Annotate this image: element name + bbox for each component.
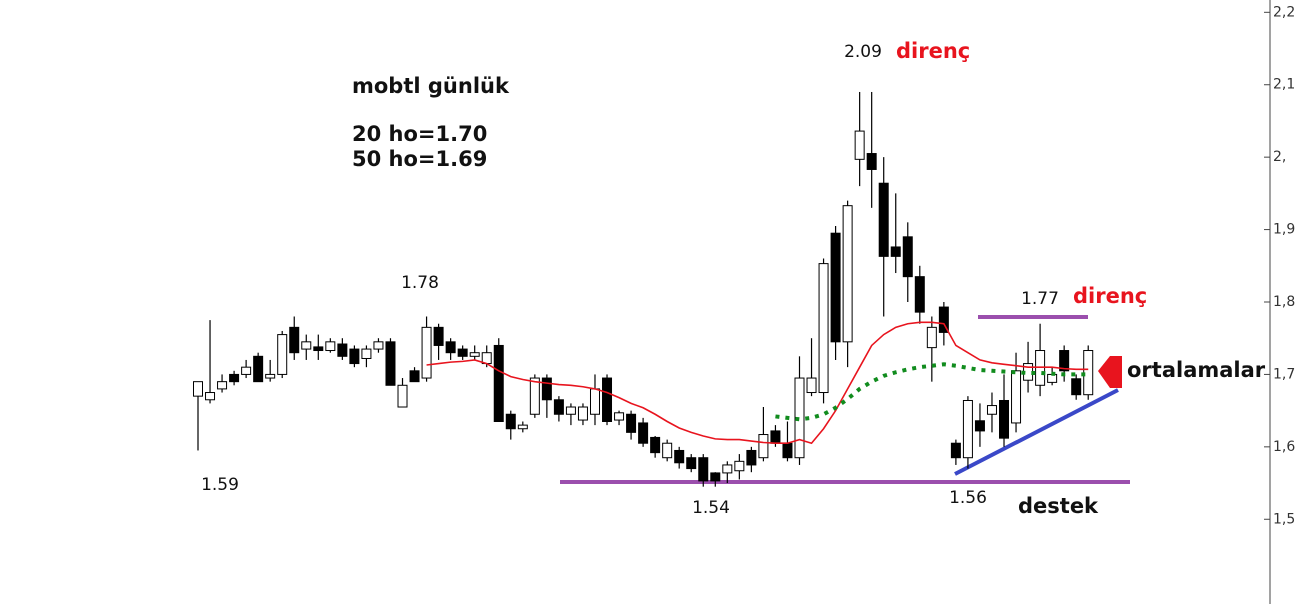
y-tick-label: 1,5: [1273, 511, 1295, 527]
candle-body: [842, 205, 853, 343]
candle-body: [385, 341, 396, 386]
candle-body: [830, 232, 841, 343]
candle-body: [614, 412, 625, 421]
candle-body: [950, 442, 961, 459]
candle-body: [902, 236, 913, 278]
annotation: 1.54: [692, 498, 730, 518]
candle-body: [854, 130, 865, 160]
candle-body: [325, 341, 336, 352]
candle-body: [589, 388, 600, 415]
candle-body: [409, 370, 420, 383]
candle-body: [301, 341, 312, 350]
candle-body: [770, 430, 781, 444]
candle-body: [553, 399, 564, 415]
candle-body: [662, 442, 673, 459]
candle-body: [265, 373, 276, 379]
annotation: 1.59: [201, 475, 239, 495]
candle-body: [710, 472, 721, 482]
candle-body: [349, 348, 360, 365]
candle-body: [758, 434, 769, 459]
annotation: destek: [1018, 494, 1099, 518]
y-tick-label: 1,8: [1273, 294, 1295, 310]
candle-body: [818, 263, 829, 394]
y-tick-label: 1,7: [1273, 366, 1295, 382]
candle-body: [505, 413, 516, 430]
annotation: ortalamalar: [1127, 358, 1266, 382]
candle-body: [986, 405, 997, 415]
annotation: 2.09: [844, 42, 882, 62]
trend-line: [954, 388, 1119, 476]
candle-body: [277, 334, 288, 375]
candle-body: [638, 422, 649, 444]
candle-body: [253, 355, 264, 383]
arrow: [1098, 356, 1122, 388]
candle-body: [577, 406, 588, 421]
candle-body: [373, 341, 384, 350]
note: 20 ho=1.70: [352, 122, 487, 146]
annotation: direnç: [896, 39, 970, 63]
candle-body: [794, 377, 805, 459]
candle-body: [457, 348, 468, 357]
candle-body: [1059, 350, 1070, 372]
candle-body: [974, 420, 985, 432]
candle-body: [926, 326, 937, 349]
candle-body: [397, 384, 408, 408]
candle-body: [914, 276, 925, 313]
candle-body: [938, 306, 949, 333]
candle-body: [1011, 370, 1022, 424]
candle-body: [205, 392, 216, 401]
candle-body: [289, 326, 300, 354]
candle-body: [229, 373, 240, 383]
candle-body: [890, 246, 901, 257]
candle-body: [602, 377, 613, 422]
marks: 1,5 1,6 1,7 1,8 1,9 2, 2,1 2,2: [193, 4, 1295, 527]
candle-body: [529, 377, 540, 415]
candle-body: [361, 348, 372, 359]
candle-body: [650, 436, 661, 454]
candle-body: [746, 449, 757, 466]
candle-body: [469, 352, 480, 357]
chart-title: mobtl günlük: [352, 74, 510, 98]
y-tick-label: 2,2: [1273, 4, 1295, 20]
candle-body: [193, 381, 203, 397]
candle-body: [878, 182, 889, 257]
candle-body: [722, 464, 733, 474]
candle-body: [674, 449, 685, 464]
candle-body: [565, 406, 576, 415]
annotation: direnç: [1073, 284, 1147, 308]
y-tick-label: 2,1: [1273, 77, 1295, 93]
y-tick-label: 2,: [1273, 149, 1286, 165]
candle-body: [806, 377, 817, 394]
candle-body: [241, 366, 252, 375]
annotation: 1.78: [401, 273, 439, 293]
y-tick-label: 1,6: [1273, 439, 1295, 455]
candle-body: [866, 153, 877, 170]
candle-body: [686, 457, 697, 470]
note: 50 ho=1.69: [352, 147, 487, 171]
candle-body: [433, 326, 444, 346]
annotation: 1.56: [949, 488, 987, 508]
candle-body: [626, 413, 637, 433]
y-tick-label: 1,9: [1273, 222, 1295, 238]
candle-body: [217, 381, 228, 390]
annotation: 1.77: [1021, 289, 1059, 309]
moving-average: [426, 321, 1089, 445]
candle-body: [999, 399, 1010, 439]
candle-body: [734, 460, 745, 472]
candle-body: [517, 424, 528, 430]
candle-body: [421, 326, 432, 379]
candle-body: [698, 457, 709, 482]
candle-body: [541, 377, 552, 401]
candle-body: [782, 442, 793, 459]
candle-body: [1071, 378, 1082, 396]
candle-body: [313, 346, 324, 352]
candle-body: [445, 341, 456, 354]
candle-body: [493, 344, 504, 422]
candle-body: [962, 399, 973, 459]
candle-body: [337, 343, 348, 357]
moving-average: [775, 362, 1089, 422]
